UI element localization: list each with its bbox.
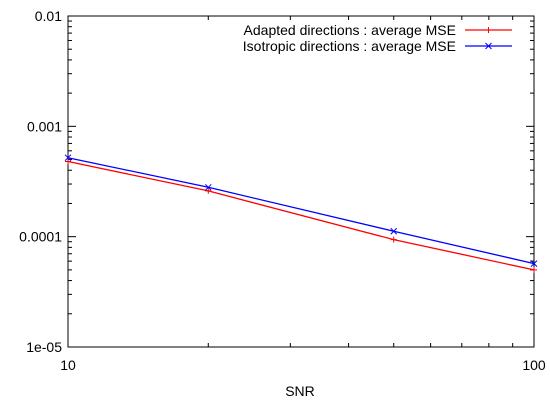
y-tick-label: 1e-05 bbox=[26, 339, 62, 355]
data-point bbox=[390, 236, 397, 243]
legend-swatch-marker bbox=[485, 27, 492, 33]
data-point bbox=[65, 158, 71, 165]
series-line bbox=[67, 157, 535, 265]
data-point bbox=[205, 187, 212, 194]
data-point bbox=[204, 183, 212, 191]
legend: Adapted directions : average MSEIsotropi… bbox=[243, 22, 512, 54]
y-tick-label: 0.0001 bbox=[19, 229, 62, 245]
legend-label: Isotropic directions : average MSE bbox=[243, 38, 456, 54]
y-tick-label: 0.001 bbox=[27, 118, 62, 134]
data-point bbox=[64, 154, 72, 162]
y-tick-label: 0.01 bbox=[35, 8, 62, 24]
x-tick-label: 100 bbox=[522, 357, 546, 373]
plot-frame bbox=[67, 15, 535, 348]
data-point bbox=[390, 227, 398, 235]
x-tick-label: 10 bbox=[60, 357, 76, 373]
x-axis: 10 100 bbox=[60, 16, 546, 373]
data-point bbox=[530, 260, 538, 267]
legend-label: Adapted directions : average MSE bbox=[244, 22, 456, 38]
y-axis: 0.01 0.001 0.0001 1e-05 bbox=[19, 8, 534, 355]
x-axis-label: SNR bbox=[285, 383, 315, 399]
series-layer bbox=[64, 154, 538, 273]
series-1 bbox=[65, 158, 537, 273]
data-point bbox=[531, 266, 537, 273]
legend-swatch-marker bbox=[485, 42, 492, 50]
series-2 bbox=[64, 154, 538, 267]
series-line bbox=[67, 160, 535, 271]
